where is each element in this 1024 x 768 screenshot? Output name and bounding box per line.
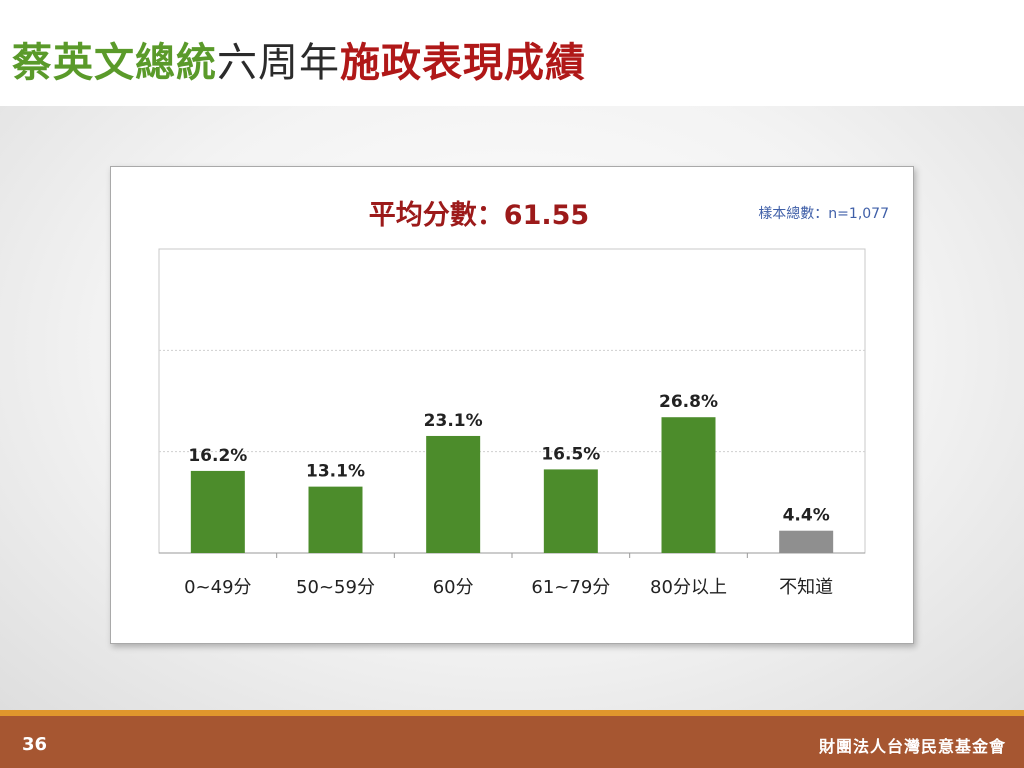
category-label: 60分 xyxy=(433,577,474,598)
bar xyxy=(190,470,245,553)
category-label: 80分以上 xyxy=(650,577,727,598)
bar-value-label: 13.1% xyxy=(306,462,365,482)
title-part-anniversary: 六周年 xyxy=(217,40,340,86)
organization-name: 財團法人台灣民意基金會 xyxy=(818,737,1006,756)
bar-value-label: 23.1% xyxy=(424,411,483,431)
bar-value-label: 4.4% xyxy=(783,506,830,526)
category-label: 61~79分 xyxy=(531,577,610,598)
slide-footer: 36 財團法人台灣民意基金會 xyxy=(0,716,1024,768)
category-label: 不知道 xyxy=(779,577,833,598)
chart-title: 平均分數：61.55 xyxy=(369,200,589,231)
bar xyxy=(779,530,834,553)
title-part-name: 蔡英文總統 xyxy=(12,40,217,86)
bar xyxy=(543,469,598,553)
footer-accent-line xyxy=(0,710,1024,716)
bar xyxy=(661,417,716,553)
page-number: 36 xyxy=(22,734,48,755)
plot-area-border xyxy=(158,248,866,554)
bar xyxy=(308,486,363,553)
bar-value-label: 16.5% xyxy=(541,444,600,464)
slide-header: 蔡英文總統六周年施政表現成績 xyxy=(0,0,1024,106)
category-label: 50~59分 xyxy=(296,577,375,598)
chart-frame: 16.2% 0~49分 13.1% 50~59分 23.1% 60分 16.5% 61~79分… xyxy=(110,166,914,644)
bar xyxy=(426,435,481,553)
bar-value-label: 26.8% xyxy=(659,392,718,412)
sample-size-note: 樣本總數：n=1,077 xyxy=(758,205,889,222)
bar-value-label: 16.2% xyxy=(188,446,247,466)
slide-title: 蔡英文總統六周年施政表現成績 xyxy=(12,30,586,88)
title-part-performance: 施政表現成績 xyxy=(340,40,586,86)
bar-chart: 16.2% 0~49分 13.1% 50~59分 23.1% 60分 16.5% 61~79分… xyxy=(158,200,889,598)
category-label: 0~49分 xyxy=(184,577,251,598)
